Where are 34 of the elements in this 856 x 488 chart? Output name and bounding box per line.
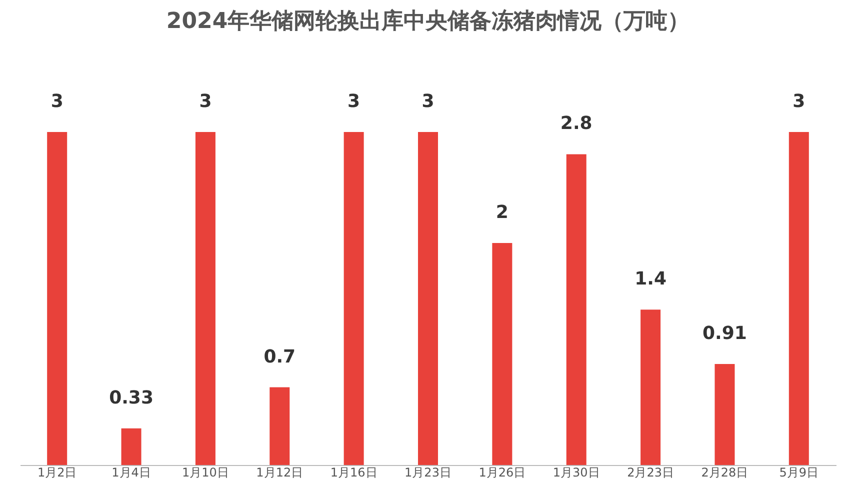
data-label: 0.7 [264, 346, 296, 368]
data-label: 3 [199, 91, 212, 112]
chart-title: 2024年华储网轮换出库中央储备冻猪肉情况（万吨） [166, 8, 690, 34]
bar [47, 132, 68, 465]
bar [121, 428, 142, 465]
data-label: 2 [496, 202, 508, 223]
data-label: 0.33 [109, 387, 154, 408]
data-label: 2.8 [560, 113, 592, 134]
bar [714, 364, 735, 465]
data-label: 1.4 [634, 268, 666, 290]
data-label: 3 [50, 91, 64, 112]
x-tick-label: 1月2日 [37, 466, 77, 480]
bar [270, 387, 290, 465]
x-tick-label: 1月26日 [478, 466, 526, 480]
bar [344, 132, 364, 465]
x-tick-label: 1月12日 [256, 466, 304, 480]
x-tick-label: 2月28日 [701, 466, 748, 480]
x-tick-label: 2月23日 [627, 466, 674, 480]
bar [788, 132, 809, 465]
x-tick-label: 1月30日 [552, 466, 600, 480]
bar [640, 310, 661, 465]
data-label: 3 [422, 91, 434, 112]
x-tick-label: 5月9日 [779, 466, 819, 480]
data-label: 3 [792, 91, 806, 112]
x-tick-label: 1月16日 [330, 466, 378, 480]
bar [418, 132, 438, 465]
bar [195, 132, 216, 465]
x-tick-label: 1月10日 [182, 466, 229, 480]
data-label: 3 [348, 91, 360, 112]
x-tick-label: 1月4日 [112, 466, 151, 480]
x-tick-label: 1月23日 [404, 466, 452, 480]
bar [566, 154, 586, 465]
data-label: 0.91 [702, 322, 747, 344]
bar [492, 243, 512, 465]
